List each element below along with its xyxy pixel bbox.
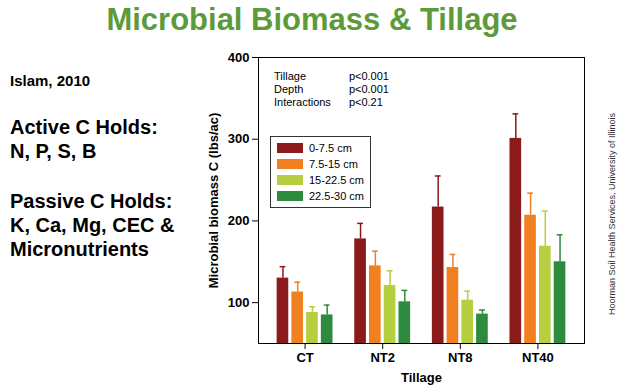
html-text:Tillage: Tillage	[274, 70, 306, 82]
html-text:15-22.5 cm: 15-22.5 cm	[309, 174, 364, 186]
html-text:p<0.001: p<0.001	[348, 83, 389, 95]
html-text:0-7.5 cm: 0-7.5 cm	[309, 142, 352, 154]
html-text:N, P, S, B: N, P, S, B	[10, 140, 97, 162]
svg-text:NT8: NT8	[448, 350, 473, 365]
html-text:Active C Holds:: Active C Holds:	[10, 116, 158, 138]
svg-text:400: 400	[228, 50, 250, 65]
html-text:Passive C Holds:: Passive C Holds:	[10, 190, 173, 212]
html-text:p<0.001: p<0.001	[348, 70, 389, 82]
html-text:Hoorman Soil Health Services,: Hoorman Soil Health Services, University…	[607, 113, 617, 315]
svg-text:Tillage: Tillage	[401, 370, 442, 385]
html-text:22.5-30 cm: 22.5-30 cm	[309, 190, 364, 202]
svg-text:NT2: NT2	[370, 350, 395, 365]
svg-text:Microbial biomass C (lbs/ac): Microbial biomass C (lbs/ac)	[206, 113, 221, 289]
svg-text:200: 200	[228, 213, 250, 228]
html-text:Islam, 2010: Islam, 2010	[10, 72, 91, 89]
html-text:Interactions: Interactions	[274, 96, 331, 108]
svg-text:CT: CT	[296, 350, 313, 365]
html-text:7.5-15 cm: 7.5-15 cm	[309, 158, 358, 170]
svg-text:NT40: NT40	[522, 350, 554, 365]
html-text:p<0.21: p<0.21	[348, 96, 383, 108]
html-text:Depth: Depth	[274, 83, 304, 95]
svg-text:100: 100	[228, 295, 250, 310]
svg-text:300: 300	[228, 131, 250, 146]
html-text:K, Ca, Mg, CEC & Micronutrient: K, Ca, Mg, CEC & Micronutrients	[10, 214, 175, 260]
html-text:Microbial Biomass & Tillage: Microbial Biomass & Tillage	[106, 2, 518, 37]
